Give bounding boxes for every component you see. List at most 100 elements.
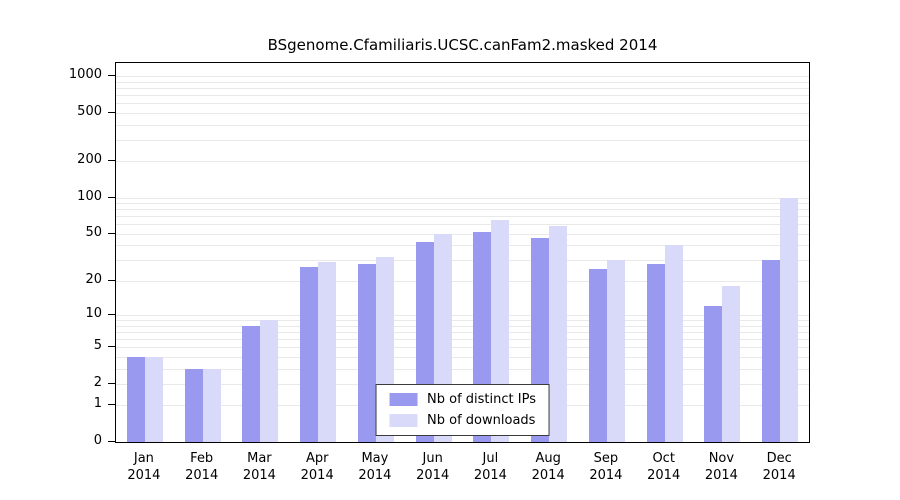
x-tick-label: Oct 2014 [635, 450, 693, 484]
bar-downloads [144, 356, 163, 442]
gridline [116, 203, 809, 204]
gridline [116, 103, 809, 104]
legend-swatch-downloads [389, 414, 418, 427]
x-tick-month: Jul [482, 451, 499, 466]
x-tick-year: 2014 [531, 468, 565, 483]
y-tick-label: 10 [85, 306, 102, 321]
x-tick-year: 2014 [300, 468, 334, 483]
x-tick-month: Nov [708, 451, 735, 466]
x-tick-month: Mar [247, 451, 272, 466]
x-tick-label: Feb 2014 [173, 450, 231, 484]
y-tick-label: 5 [93, 338, 102, 354]
gridline [116, 331, 809, 333]
y-tick-mark [108, 382, 115, 384]
gridline [116, 347, 809, 349]
x-tick-month: Oct [652, 451, 675, 466]
y-tick-mark [108, 75, 115, 76]
bar-distinct-ips [242, 325, 261, 442]
bar-downloads [606, 260, 625, 442]
y-tick-label: 2 [93, 374, 102, 390]
bar-distinct-ips [762, 260, 781, 442]
y-tick-label: 50 [85, 224, 102, 240]
gridline [116, 368, 809, 370]
gridline [116, 161, 809, 163]
legend-label-downloads: Nb of downloads [427, 413, 536, 428]
y-tick-label: 1 [93, 396, 102, 412]
x-tick-month: Jun [422, 451, 443, 466]
y-tick-mark [108, 279, 115, 281]
gridline [116, 81, 809, 83]
x-tick-year: 2014 [358, 468, 392, 483]
gridline [116, 280, 809, 282]
x-tick-month: Sep [593, 451, 619, 466]
y-tick-label: 500 [77, 103, 102, 119]
x-tick-month: Feb [190, 451, 214, 466]
x-tick-year: 2014 [647, 468, 681, 483]
gridline [116, 76, 809, 77]
x-tick-label: Apr 2014 [288, 450, 346, 484]
bar-downloads [260, 320, 279, 442]
gridline [116, 197, 809, 199]
bar-distinct-ips [357, 263, 376, 442]
legend-item-downloads: Nb of downloads [389, 413, 536, 428]
chart-title: BSgenome.Cfamiliaris.UCSC.canFam2.masked… [267, 36, 658, 54]
x-tick-month: Dec [766, 451, 792, 466]
x-tick-month: Jan [133, 451, 154, 466]
y-tick-mark [108, 111, 115, 113]
y-tick-mark [108, 196, 115, 198]
bar-downloads [202, 368, 221, 442]
y-tick-label: 100 [77, 188, 102, 204]
gridline [116, 94, 809, 96]
x-tick-label: Jan 2014 [115, 450, 173, 484]
legend-label-distinct-ips: Nb of distinct IPs [427, 392, 536, 407]
y-tick-mark [108, 404, 115, 406]
x-tick-label: Mar 2014 [231, 450, 289, 484]
bar-distinct-ips [588, 269, 607, 442]
y-tick-label: 20 [85, 271, 102, 287]
x-tick-year: 2014 [589, 468, 623, 483]
y-tick-label: 0 [93, 433, 102, 448]
bar-distinct-ips [300, 267, 319, 442]
bar-distinct-ips [184, 368, 203, 442]
gridline [116, 233, 809, 235]
bar-downloads [318, 261, 337, 442]
y-tick-label: 1000 [68, 67, 102, 82]
y-tick-mark [108, 441, 115, 442]
bar-distinct-ips [126, 356, 145, 442]
gridline [116, 315, 809, 316]
x-tick-month: May [361, 451, 389, 466]
gridline [116, 209, 809, 211]
x-tick-year: 2014 [473, 468, 507, 483]
y-tick-mark [108, 232, 115, 234]
bar-downloads [780, 197, 799, 442]
bar-distinct-ips [704, 306, 723, 442]
bar-distinct-ips [646, 263, 665, 442]
legend-swatch-distinct-ips [389, 393, 418, 406]
legend: Nb of distinct IPs Nb of downloads [375, 384, 550, 436]
x-tick-label: May 2014 [346, 450, 404, 484]
gridline [116, 245, 809, 247]
x-tick-month: Aug [535, 451, 561, 466]
y-tick-mark [108, 314, 115, 315]
gridline [116, 124, 809, 126]
gridline [116, 139, 809, 141]
x-tick-month: Apr [305, 451, 329, 466]
x-tick-label: Nov 2014 [693, 450, 751, 484]
gridline [116, 338, 809, 340]
x-tick-year: 2014 [185, 468, 219, 483]
bar-downloads [722, 286, 741, 442]
gridline [116, 216, 809, 218]
x-tick-year: 2014 [127, 468, 161, 483]
x-tick-label: Jun 2014 [404, 450, 462, 484]
gridline [116, 224, 809, 226]
plot-area: Nb of distinct IPs Nb of downloads [115, 62, 810, 443]
gridline [116, 260, 809, 262]
x-tick-label: Jul 2014 [462, 450, 520, 484]
gridline [116, 325, 809, 327]
gridline [116, 320, 809, 321]
x-tick-year: 2014 [704, 468, 738, 483]
x-tick-label: Aug 2014 [519, 450, 577, 484]
x-tick-label: Sep 2014 [577, 450, 635, 484]
y-tick-mark [108, 346, 115, 348]
